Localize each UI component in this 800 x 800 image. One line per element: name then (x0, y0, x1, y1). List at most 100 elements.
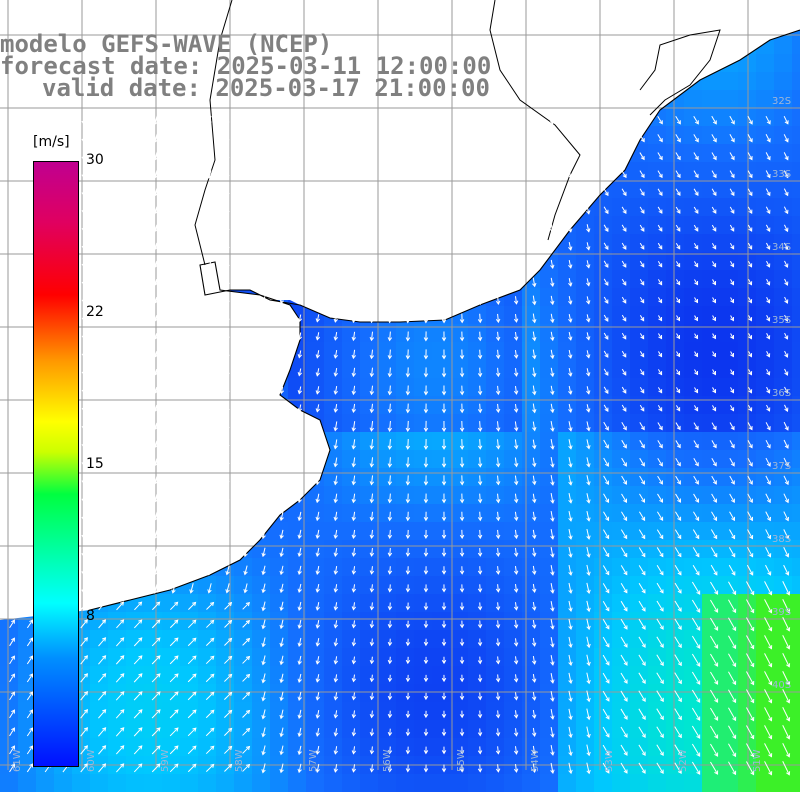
field-cell (720, 414, 738, 432)
field-cell (468, 540, 486, 558)
field-cell (396, 648, 414, 666)
field-cell (630, 342, 648, 360)
field-cell (162, 666, 180, 684)
field-cell (702, 432, 720, 450)
field-cell (396, 486, 414, 504)
field-cell (774, 612, 792, 630)
field-cell (720, 126, 738, 144)
field-cell (720, 288, 738, 306)
field-cell (126, 630, 144, 648)
field-cell (540, 342, 558, 360)
field-cell (288, 738, 306, 756)
field-cell (360, 648, 378, 666)
field-cell (756, 270, 774, 288)
field-cell (702, 468, 720, 486)
field-cell (432, 396, 450, 414)
field-cell (720, 540, 738, 558)
field-cell (324, 720, 342, 738)
field-cell (342, 666, 360, 684)
field-cell (666, 252, 684, 270)
field-cell (396, 684, 414, 702)
field-cell (18, 666, 36, 684)
field-cell (756, 558, 774, 576)
field-cell (198, 594, 216, 612)
field-cell (702, 540, 720, 558)
field-cell (468, 414, 486, 432)
field-cell (738, 306, 756, 324)
field-cell (144, 630, 162, 648)
field-cell (18, 684, 36, 702)
field-cell (612, 522, 630, 540)
field-cell (486, 306, 504, 324)
field-cell (288, 522, 306, 540)
field-cell (558, 270, 576, 288)
field-cell (792, 702, 800, 720)
field-cell (306, 540, 324, 558)
field-cell (720, 306, 738, 324)
field-cell (468, 468, 486, 486)
field-cell (558, 486, 576, 504)
field-cell (450, 504, 468, 522)
field-cell (486, 468, 504, 486)
field-cell (684, 162, 702, 180)
field-cell (252, 630, 270, 648)
field-cell (792, 216, 800, 234)
field-cell (432, 576, 450, 594)
field-cell (756, 432, 774, 450)
field-cell (360, 702, 378, 720)
field-cell (324, 774, 342, 792)
field-cell (792, 684, 800, 702)
field-cell (684, 144, 702, 162)
field-cell (756, 450, 774, 468)
field-cell (414, 378, 432, 396)
field-cell (540, 414, 558, 432)
field-cell (666, 468, 684, 486)
field-cell (486, 522, 504, 540)
field-cell (432, 450, 450, 468)
field-cell (378, 504, 396, 522)
field-cell (324, 522, 342, 540)
field-cell (666, 198, 684, 216)
longitude-label: 56W (382, 749, 393, 772)
field-cell (792, 306, 800, 324)
field-cell (270, 648, 288, 666)
field-cell (612, 612, 630, 630)
field-cell (612, 342, 630, 360)
field-cell (162, 594, 180, 612)
field-cell (738, 738, 756, 756)
field-cell (774, 540, 792, 558)
field-cell (648, 414, 666, 432)
field-cell (630, 360, 648, 378)
field-cell (306, 612, 324, 630)
field-cell (180, 702, 198, 720)
field-cell (180, 774, 198, 792)
field-cell (522, 774, 540, 792)
field-cell (486, 342, 504, 360)
field-cell (270, 612, 288, 630)
field-cell (702, 288, 720, 306)
field-cell (702, 486, 720, 504)
field-cell (342, 702, 360, 720)
field-cell (738, 540, 756, 558)
field-cell (702, 396, 720, 414)
field-cell (558, 306, 576, 324)
field-cell (414, 684, 432, 702)
field-cell (666, 288, 684, 306)
field-cell (684, 504, 702, 522)
field-cell (306, 594, 324, 612)
field-cell (432, 414, 450, 432)
field-cell (756, 414, 774, 432)
field-cell (648, 162, 666, 180)
field-cell (450, 630, 468, 648)
field-cell (720, 108, 738, 126)
field-cell (576, 432, 594, 450)
field-cell (234, 612, 252, 630)
field-cell (234, 684, 252, 702)
field-cell (756, 738, 774, 756)
field-cell (756, 108, 774, 126)
field-cell (450, 360, 468, 378)
field-cell (576, 252, 594, 270)
field-cell (504, 432, 522, 450)
latitude-label: 32S (772, 96, 792, 107)
field-cell (648, 774, 666, 792)
